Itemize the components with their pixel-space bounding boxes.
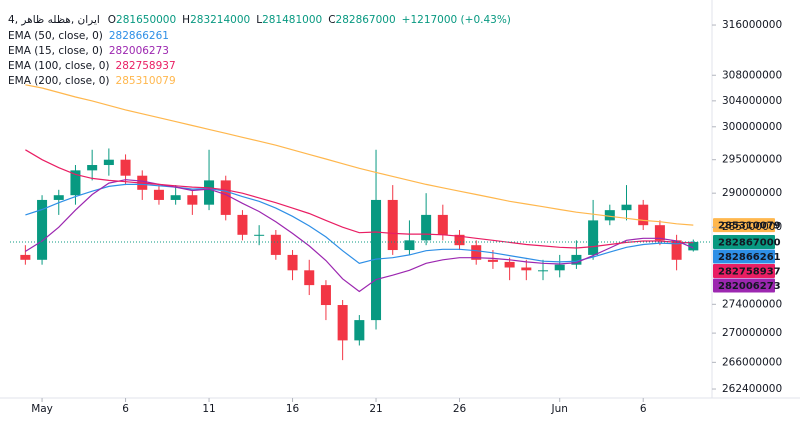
ohlc-key: O [108,14,116,26]
candle-body [120,159,131,176]
x-tick-label: 6 [640,403,647,415]
candle-body [20,254,31,260]
price-label: 285310079 [718,221,781,232]
candle-body [170,195,181,200]
candle-body [103,159,114,166]
indicator-name: EMA (15, close, 0) [8,45,103,57]
indicator-name: EMA (50, close, 0) [8,30,103,42]
candle-body [387,199,398,251]
ohlc-value: 281481000 [262,14,322,26]
indicator-value: 282758937 [116,60,176,72]
x-tick-label: 26 [453,403,467,415]
candle-body [437,214,448,235]
candle-body [454,234,465,246]
x-tick-label: 11 [202,403,215,415]
candle-body [654,225,665,241]
candle-body [621,204,632,211]
candle-body [254,234,265,236]
candle-body [87,165,98,171]
candle-body [304,270,315,286]
ema-line [25,179,694,293]
ohlc-key: H [182,14,190,26]
candle-body [270,234,281,255]
x-tick-label: 6 [122,403,129,415]
candle-body [688,241,699,251]
y-tick-label: 308000000 [722,69,782,81]
candle-body [471,245,482,260]
price-label: 282006273 [718,281,781,292]
indicator-legend: EMA (200, close, 0) 285310079 [8,75,176,87]
candle-body [354,320,365,341]
ohlc-value: 281650000 [116,14,176,26]
candle-body [287,254,298,271]
indicator-value: 285310079 [116,75,176,87]
indicator-name: EMA (100, close, 0) [8,60,110,72]
y-tick-label: 262400000 [722,383,782,395]
ohlc-value: 283214000 [190,14,250,26]
candle-body [487,259,498,262]
y-tick-label: 304000000 [722,95,782,107]
symbol: ایران ,هظله ظاهر ,4 [8,14,100,26]
y-tick-label: 316000000 [722,19,782,31]
price-label-bg [713,278,775,293]
indicator-name: EMA (200, close, 0) [8,75,110,87]
candle-body [220,180,231,215]
x-tick-label: 16 [286,403,300,415]
candle-body [53,195,64,200]
ema-line [25,149,694,249]
candle-body [588,220,599,255]
ohlc-key: L [256,14,262,26]
y-tick-label: 290000000 [722,187,782,199]
price-label-bg [713,218,775,233]
candle-body [337,305,348,341]
candle-body [604,210,615,221]
price-label: 282867000 [718,237,781,248]
candle-body [521,267,532,271]
change: +1217000 (+0.43%) [402,14,511,26]
price-label-bg [713,234,775,249]
candle-body [187,195,198,205]
indicator-value: 282006273 [109,45,169,57]
candle-body [638,204,649,226]
candle-body [421,214,432,241]
indicator-legend: EMA (100, close, 0) 282758937 [8,60,176,72]
candle-body [371,199,382,321]
candle-body [404,240,415,251]
candle-body [37,199,48,260]
candle-body [320,285,331,306]
x-tick-label: 21 [369,403,382,415]
ohlc-value: 282867000 [336,14,396,26]
x-tick-label: Jun [551,403,568,415]
candle-body [70,170,81,196]
candle-body [554,264,565,271]
indicator-legend: EMA (50, close, 0) 282866261 [8,30,169,42]
price-label-bg [713,263,775,278]
indicator-value: 282866261 [109,30,169,42]
candle-body [504,261,515,268]
y-tick-label: 266000000 [722,356,782,368]
price-label: 282866261 [718,252,781,263]
y-tick-label: 285000000 [722,221,782,233]
candle-body [571,254,582,265]
price-label: 282758937 [718,266,781,277]
y-tick-label: 300000000 [722,121,782,133]
y-tick-label: 274000000 [722,298,782,310]
x-tick-label: May [31,403,53,415]
y-tick-label: 295000000 [722,154,782,166]
price-label-bg [713,249,775,264]
indicator-legend: EMA (15, close, 0) 282006273 [8,45,169,57]
ema-line [25,84,694,226]
candle-body [204,180,215,205]
symbol-legend: ایران ,هظله ظاهر ,4 O281650000 H283214000 L… [8,14,511,26]
y-tick-label: 270000000 [722,327,782,339]
candle-body [538,270,549,272]
candle-body [153,189,164,200]
ohlc-key: C [328,14,335,26]
plot-area [10,84,712,361]
candle-body [237,214,248,235]
overlay: 285310079 282867000 282866261 282758937 2820… [8,14,781,293]
candle-body [671,240,682,260]
